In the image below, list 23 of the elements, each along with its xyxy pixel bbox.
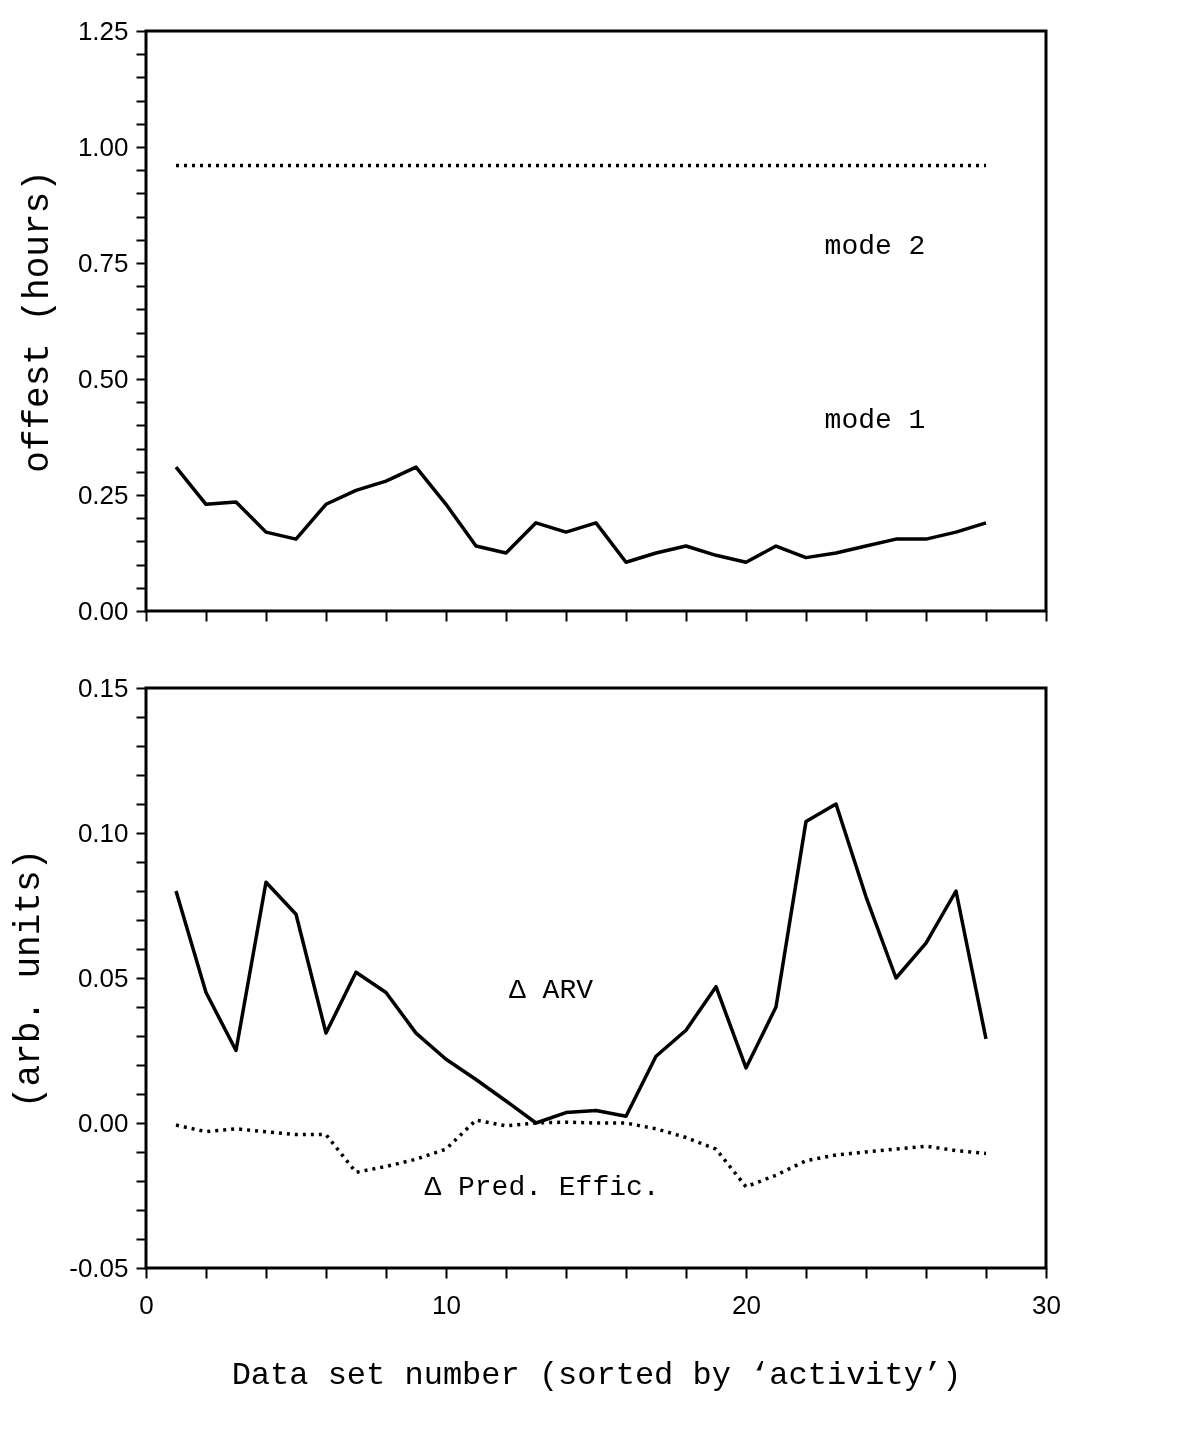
x-tick-label: 0 <box>139 1289 154 1320</box>
x-tick-label: 10 <box>432 1289 461 1320</box>
y-tick-label: 0.50 <box>77 363 129 394</box>
y-tick-label: 0.25 <box>77 479 129 510</box>
annotation: mode 1 <box>824 404 926 436</box>
y-tick-label: 0.05 <box>77 962 129 993</box>
y-tick-label: 0.00 <box>77 595 129 626</box>
y-tick-label: 1.25 <box>77 15 129 46</box>
x-axis-title: Data set number (sorted by ‘activity’) <box>231 1356 962 1394</box>
x-tick-label: 20 <box>732 1289 761 1320</box>
annotation: Δ ARV <box>508 974 594 1006</box>
y-tick-label: 0.15 <box>77 672 129 703</box>
x-tick-label: 30 <box>1032 1289 1061 1320</box>
y-axis-title: (arb. units) <box>9 848 51 1109</box>
y-tick-label: 0.10 <box>77 817 129 848</box>
line-series <box>174 465 988 565</box>
y-tick-label: -0.05 <box>69 1252 129 1283</box>
annotation: Δ Pred. Effic. <box>424 1171 660 1203</box>
y-tick-label: 1.00 <box>77 131 129 162</box>
y-axis-title: offest (hours) <box>17 170 59 473</box>
y-tick-label: 0.75 <box>77 247 129 278</box>
y-tick-label: 0.00 <box>77 1107 129 1138</box>
annotation: mode 2 <box>824 230 926 262</box>
